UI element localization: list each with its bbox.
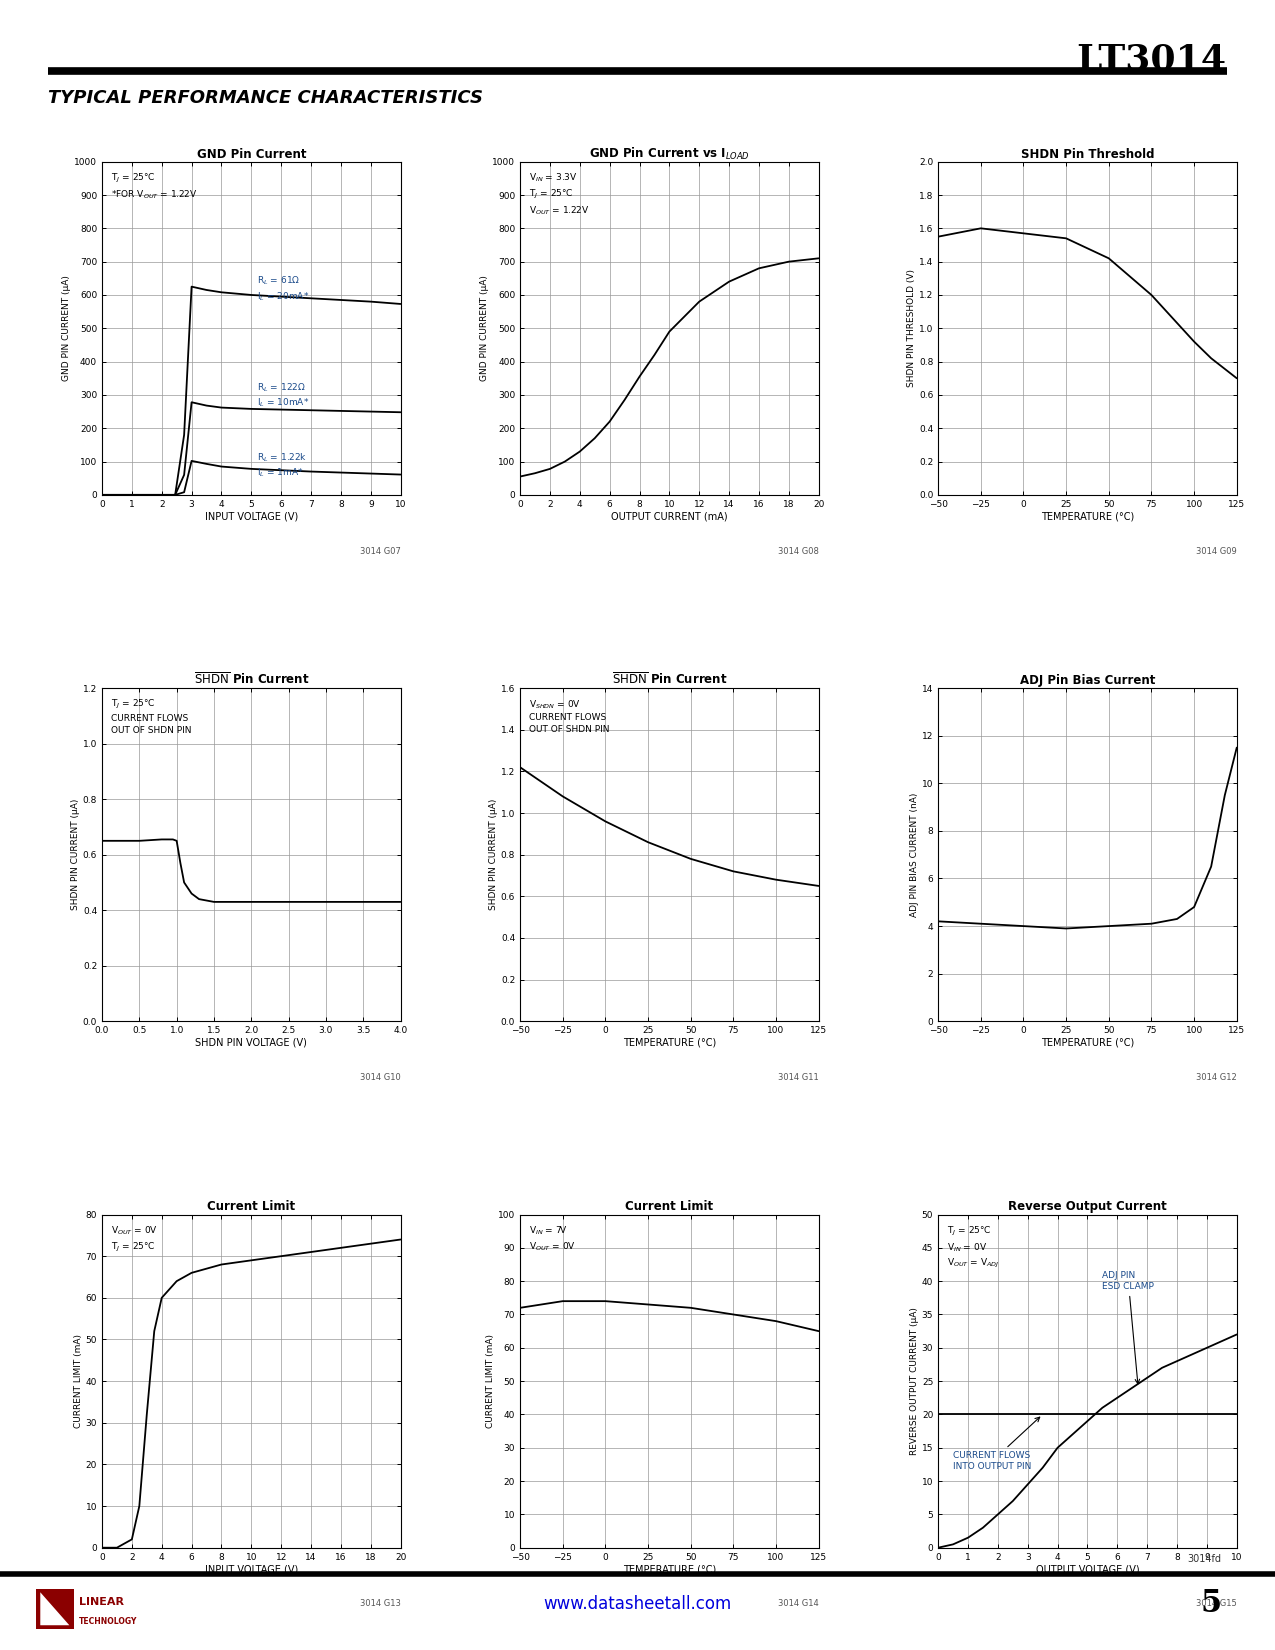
Y-axis label: SHDN PIN CURRENT (μA): SHDN PIN CURRENT (μA) <box>71 799 80 911</box>
FancyBboxPatch shape <box>36 1589 74 1629</box>
X-axis label: SHDN PIN VOLTAGE (V): SHDN PIN VOLTAGE (V) <box>195 1038 307 1048</box>
Text: TYPICAL PERFORMANCE CHARACTERISTICS: TYPICAL PERFORMANCE CHARACTERISTICS <box>48 89 483 107</box>
Title: $\overline{\rm SHDN}$ Pin Current: $\overline{\rm SHDN}$ Pin Current <box>612 672 727 686</box>
Title: Reverse Output Current: Reverse Output Current <box>1009 1200 1167 1213</box>
Y-axis label: ADJ PIN BIAS CURRENT (nA): ADJ PIN BIAS CURRENT (nA) <box>910 792 919 917</box>
Y-axis label: CURRENT LIMIT (mA): CURRENT LIMIT (mA) <box>74 1335 83 1429</box>
Text: 3014 G12: 3014 G12 <box>1196 1072 1237 1082</box>
Text: T$_J$ = 25°C
V$_{IN}$ = 0V
V$_{OUT}$ = V$_{ADJ}$: T$_J$ = 25°C V$_{IN}$ = 0V V$_{OUT}$ = V… <box>947 1224 1000 1270</box>
Title: $\overline{\rm SHDN}$ Pin Current: $\overline{\rm SHDN}$ Pin Current <box>194 672 309 686</box>
Text: 3014 G10: 3014 G10 <box>360 1072 400 1082</box>
Polygon shape <box>41 1592 69 1625</box>
X-axis label: INPUT VOLTAGE (V): INPUT VOLTAGE (V) <box>205 1564 298 1574</box>
Text: www.datasheetall.com: www.datasheetall.com <box>543 1596 732 1612</box>
Text: CURRENT FLOWS
INTO OUTPUT PIN: CURRENT FLOWS INTO OUTPUT PIN <box>952 1417 1039 1470</box>
Text: 3014 G08: 3014 G08 <box>778 546 819 556</box>
Title: GND Pin Current: GND Pin Current <box>196 147 306 160</box>
Text: V$_{OUT}$ = 0V
T$_J$ = 25°C: V$_{OUT}$ = 0V T$_J$ = 25°C <box>111 1224 158 1254</box>
X-axis label: OUTPUT VOLTAGE (V): OUTPUT VOLTAGE (V) <box>1035 1564 1140 1574</box>
Text: LT3014: LT3014 <box>1076 43 1227 78</box>
Text: 3014 G07: 3014 G07 <box>360 546 400 556</box>
Text: 3014 G14: 3014 G14 <box>778 1599 819 1609</box>
Text: V$_{IN}$ = 7V
V$_{OUT}$ = 0V: V$_{IN}$ = 7V V$_{OUT}$ = 0V <box>529 1224 576 1252</box>
Text: 3014 G09: 3014 G09 <box>1196 546 1237 556</box>
Text: LINEAR: LINEAR <box>79 1597 124 1607</box>
Text: TECHNOLOGY: TECHNOLOGY <box>79 1617 136 1627</box>
Y-axis label: GND PIN CURRENT (μA): GND PIN CURRENT (μA) <box>481 276 490 381</box>
Text: V$_{SHDN}$ = 0V
CURRENT FLOWS
OUT OF SHDN PIN: V$_{SHDN}$ = 0V CURRENT FLOWS OUT OF SHD… <box>529 698 609 734</box>
Text: 5: 5 <box>1200 1589 1221 1619</box>
Text: 3014 G11: 3014 G11 <box>778 1072 819 1082</box>
X-axis label: OUTPUT CURRENT (mA): OUTPUT CURRENT (mA) <box>611 512 728 521</box>
Text: ADJ PIN
ESD CLAMP: ADJ PIN ESD CLAMP <box>1103 1272 1154 1384</box>
Text: V$_{IN}$ = 3.3V
T$_J$ = 25°C
V$_{OUT}$ = 1.22V: V$_{IN}$ = 3.3V T$_J$ = 25°C V$_{OUT}$ =… <box>529 172 590 216</box>
Text: 3014 G13: 3014 G13 <box>360 1599 400 1609</box>
Title: SHDN Pin Threshold: SHDN Pin Threshold <box>1021 147 1154 160</box>
Y-axis label: SHDN PIN CURRENT (μA): SHDN PIN CURRENT (μA) <box>490 799 499 911</box>
Y-axis label: GND PIN CURRENT (μA): GND PIN CURRENT (μA) <box>62 276 71 381</box>
X-axis label: TEMPERATURE (°C): TEMPERATURE (°C) <box>1040 512 1133 521</box>
Title: Current Limit: Current Limit <box>625 1200 714 1213</box>
Title: GND Pin Current vs I$_{LOAD}$: GND Pin Current vs I$_{LOAD}$ <box>589 145 750 162</box>
X-axis label: TEMPERATURE (°C): TEMPERATURE (°C) <box>1040 1038 1133 1048</box>
Text: T$_J$ = 25°C
*FOR V$_{OUT}$ = 1.22V: T$_J$ = 25°C *FOR V$_{OUT}$ = 1.22V <box>111 172 198 201</box>
Text: 3014 G15: 3014 G15 <box>1196 1599 1237 1609</box>
Text: T$_J$ = 25°C
CURRENT FLOWS
OUT OF SHDN PIN: T$_J$ = 25°C CURRENT FLOWS OUT OF SHDN P… <box>111 698 191 734</box>
Title: Current Limit: Current Limit <box>208 1200 296 1213</box>
Text: R$_L$ = 1.22k
I$_L$ = 1mA*: R$_L$ = 1.22k I$_L$ = 1mA* <box>258 452 307 478</box>
Y-axis label: CURRENT LIMIT (mA): CURRENT LIMIT (mA) <box>486 1335 495 1429</box>
Text: R$_L$ = 122Ω
I$_L$ = 10mA*: R$_L$ = 122Ω I$_L$ = 10mA* <box>258 381 310 409</box>
Title: ADJ Pin Bias Current: ADJ Pin Bias Current <box>1020 673 1155 686</box>
X-axis label: TEMPERATURE (°C): TEMPERATURE (°C) <box>622 1038 717 1048</box>
Y-axis label: REVERSE OUTPUT CURRENT (μA): REVERSE OUTPUT CURRENT (μA) <box>910 1307 919 1455</box>
Text: 3014fd: 3014fd <box>1187 1554 1221 1564</box>
X-axis label: INPUT VOLTAGE (V): INPUT VOLTAGE (V) <box>205 512 298 521</box>
Y-axis label: SHDN PIN THRESHOLD (V): SHDN PIN THRESHOLD (V) <box>907 269 917 388</box>
Text: R$_L$ = 61Ω
I$_L$ = 20mA*: R$_L$ = 61Ω I$_L$ = 20mA* <box>258 276 310 302</box>
X-axis label: TEMPERATURE (°C): TEMPERATURE (°C) <box>622 1564 717 1574</box>
